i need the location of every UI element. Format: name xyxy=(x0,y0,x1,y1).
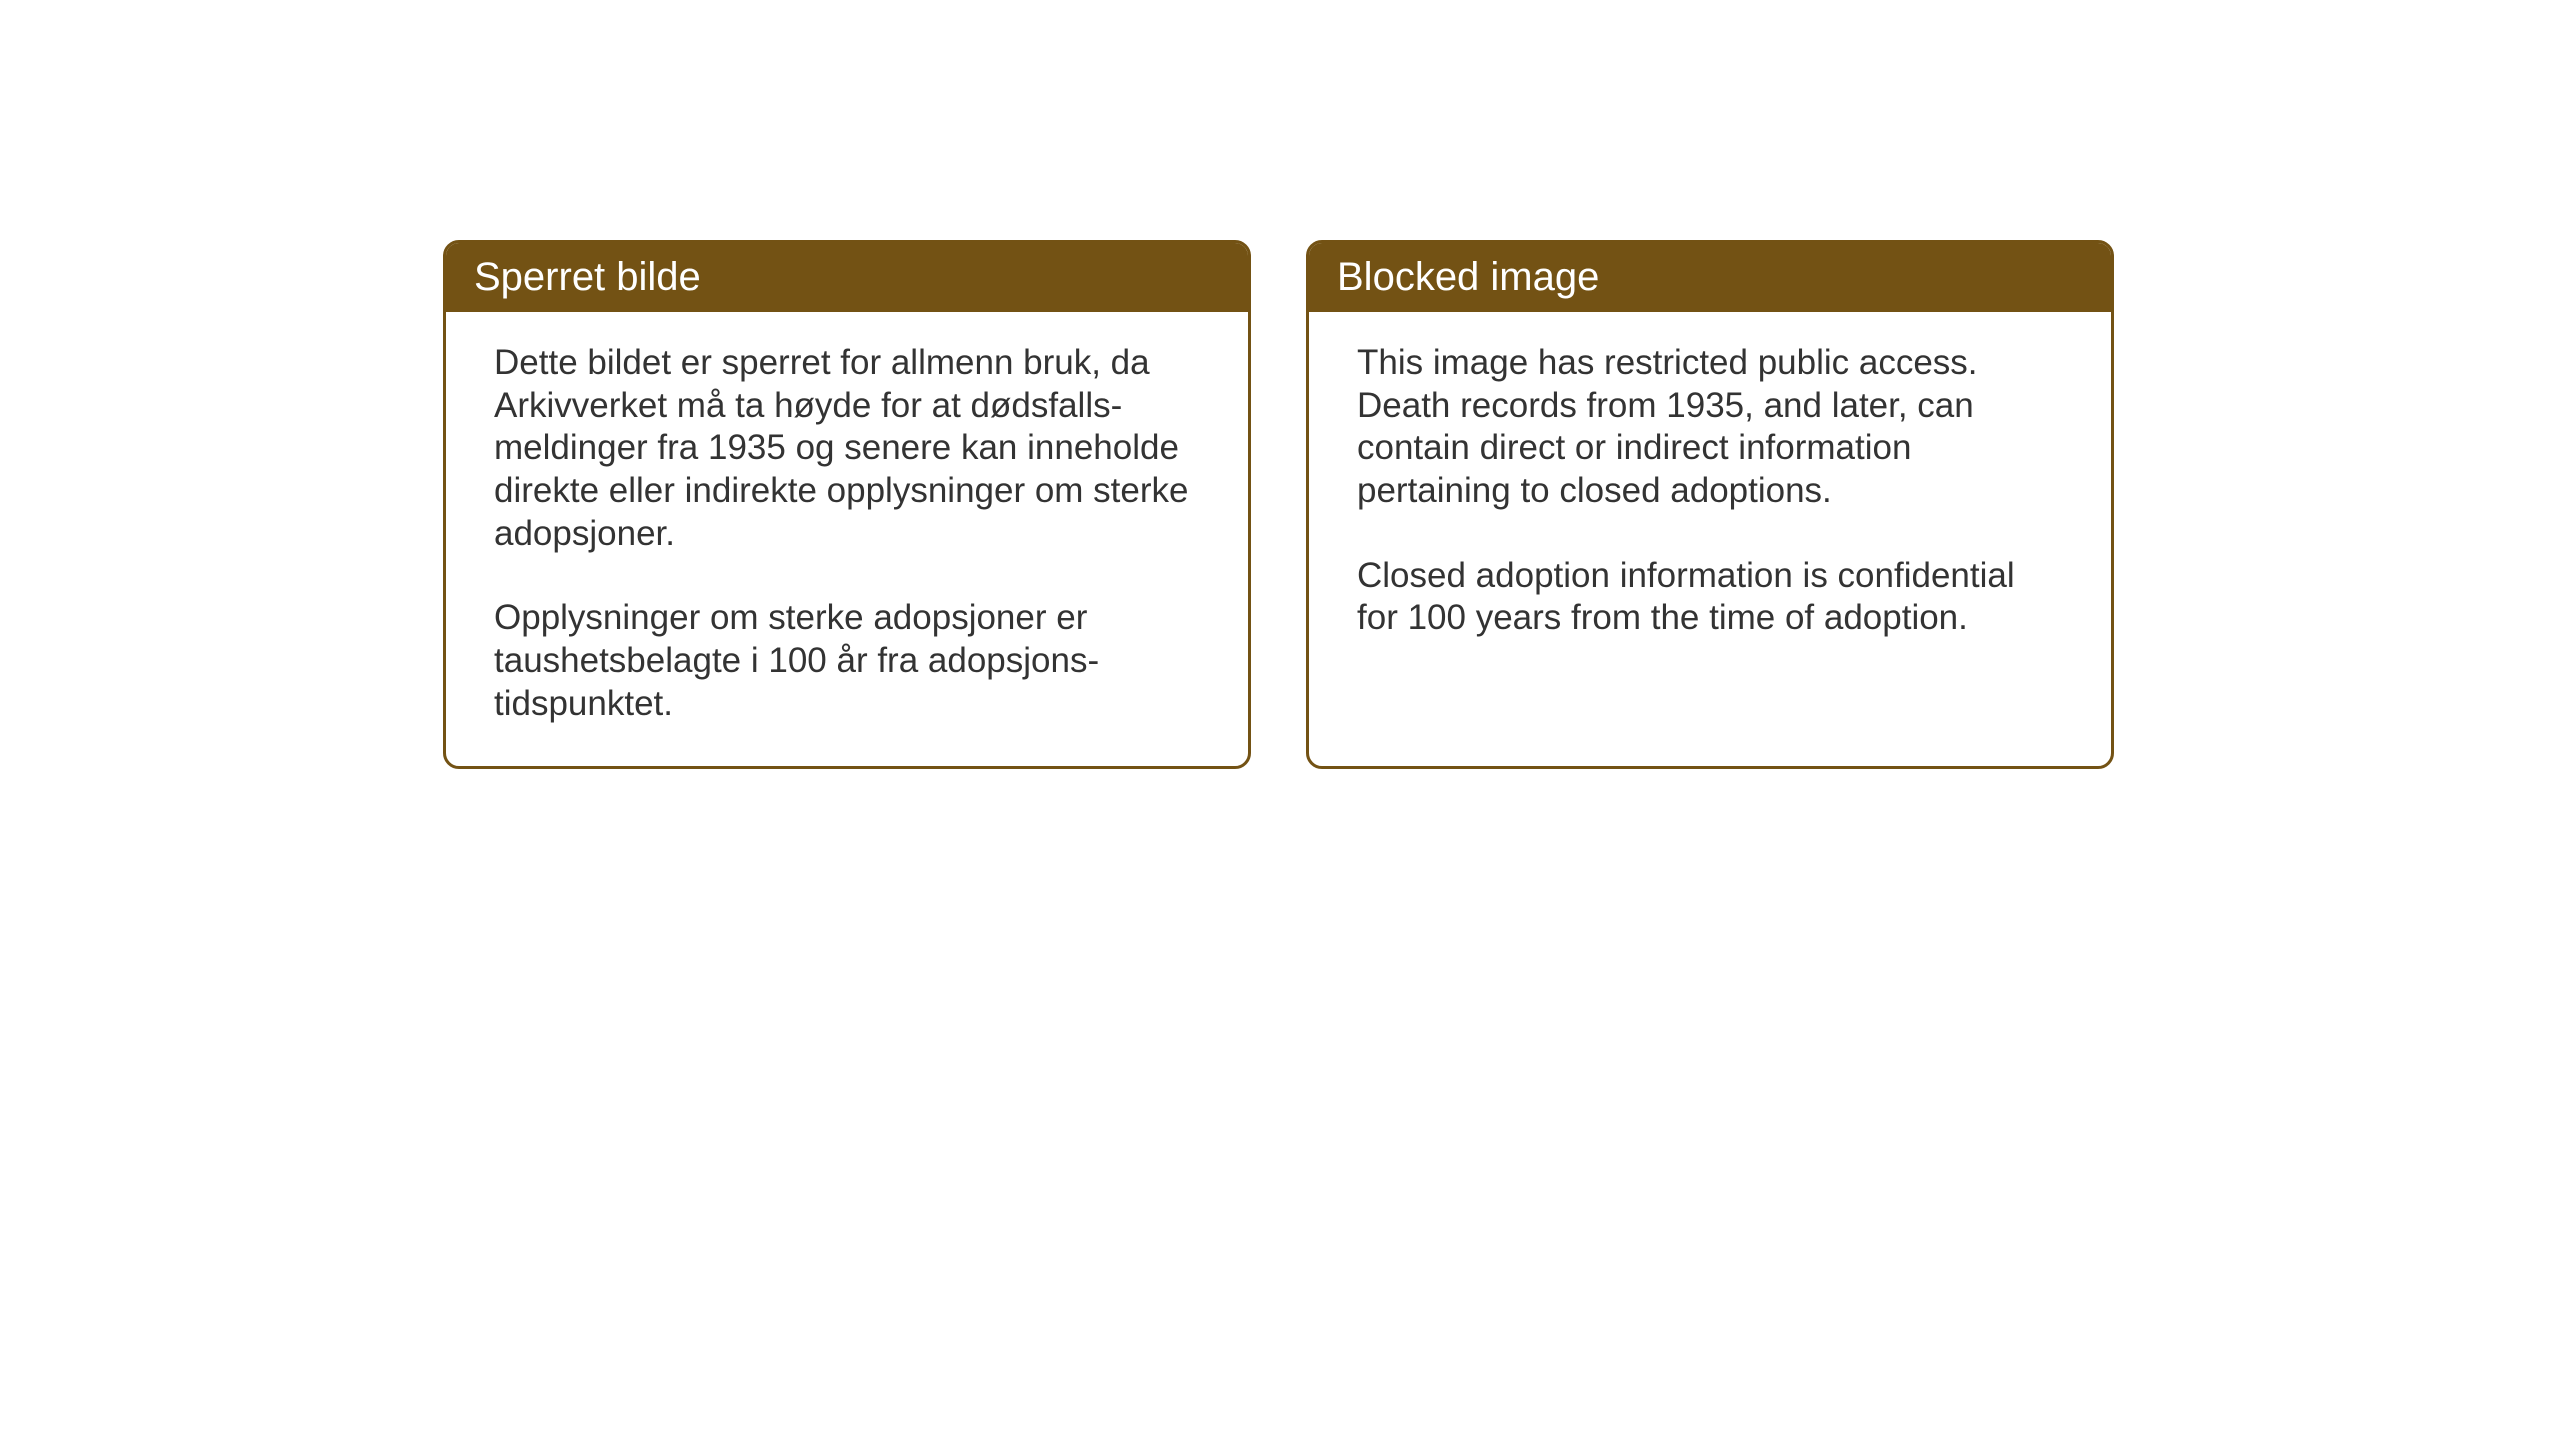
card-english-header: Blocked image xyxy=(1309,243,2111,312)
card-english-paragraph-1: This image has restricted public access.… xyxy=(1357,342,2063,513)
card-norwegian: Sperret bilde Dette bildet er sperret fo… xyxy=(443,240,1251,769)
card-norwegian-paragraph-1: Dette bildet er sperret for allmenn bruk… xyxy=(494,342,1200,555)
cards-container: Sperret bilde Dette bildet er sperret fo… xyxy=(443,240,2114,769)
card-norwegian-title: Sperret bilde xyxy=(474,255,701,299)
card-english-paragraph-2: Closed adoption information is confident… xyxy=(1357,555,2063,640)
card-norwegian-header: Sperret bilde xyxy=(446,243,1248,312)
card-english-body: This image has restricted public access.… xyxy=(1309,312,2111,680)
card-norwegian-body: Dette bildet er sperret for allmenn bruk… xyxy=(446,312,1248,766)
card-english: Blocked image This image has restricted … xyxy=(1306,240,2114,769)
card-english-title: Blocked image xyxy=(1337,255,1599,299)
card-norwegian-paragraph-2: Opplysninger om sterke adopsjoner er tau… xyxy=(494,597,1200,725)
